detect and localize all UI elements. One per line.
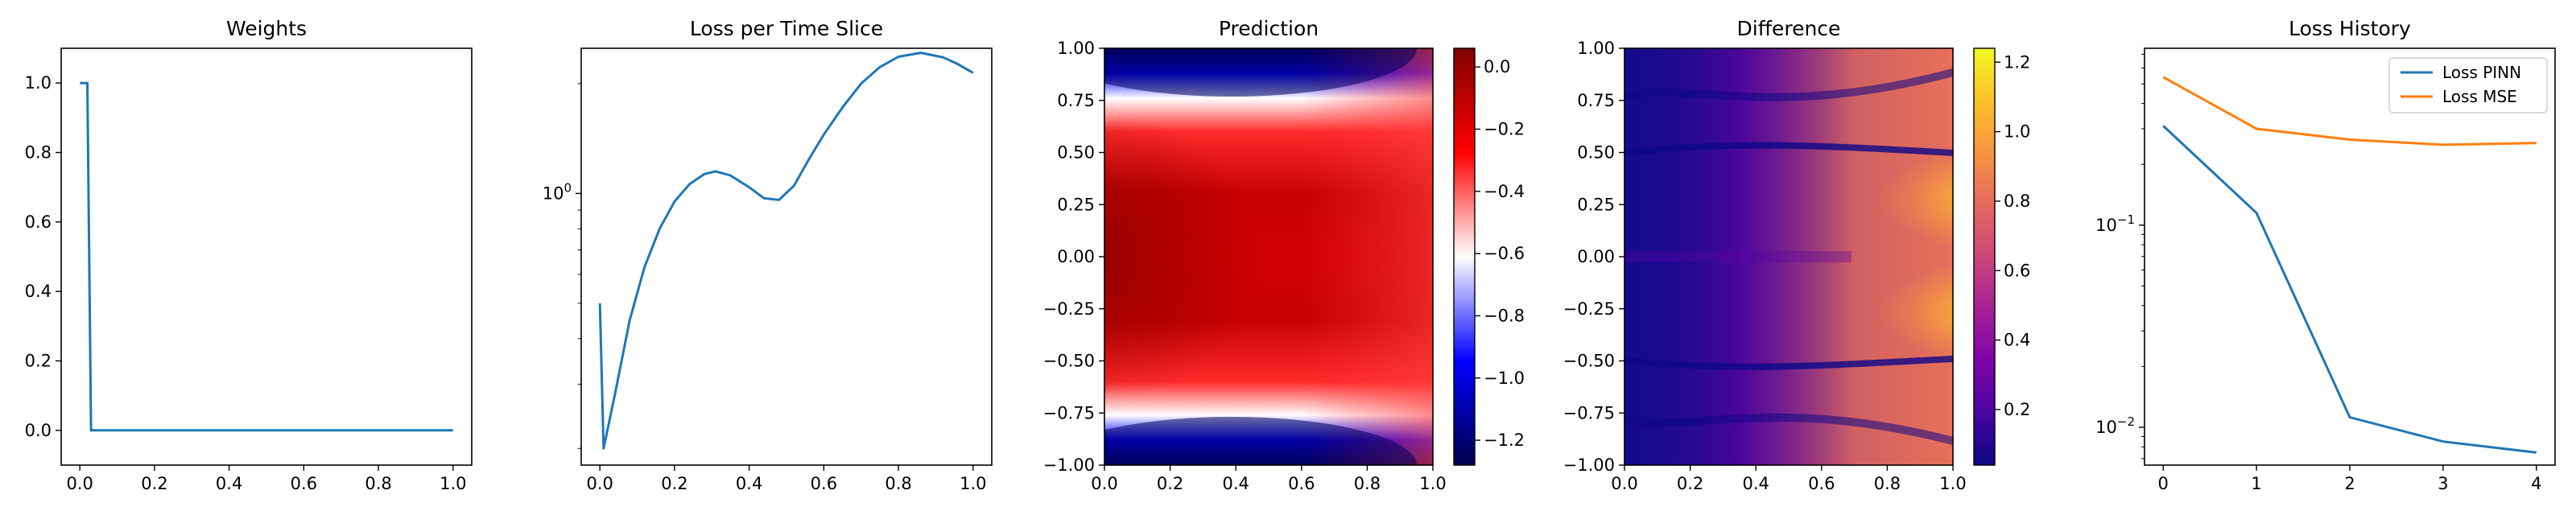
loss-history-title: Loss History [2289, 17, 2411, 40]
panel-weights: Weights 0.0 0.2 0.4 0.6 0.8 1.0 0.0 0.2 0.4 0.6 0… [25, 17, 473, 493]
x-tick-label: 0 [2157, 474, 2168, 493]
weights-line [80, 81, 453, 432]
difference-title: Difference [1737, 17, 1841, 40]
y-tick-label: −0.50 [1043, 352, 1095, 371]
x-tick-label: 1.0 [1419, 474, 1446, 493]
x-tick-label: 0.2 [1157, 474, 1183, 493]
y-tick-label: 10−2 [2095, 414, 2135, 437]
legend-pinn-label: Loss PINN [2442, 63, 2521, 82]
legend-mse-label: Loss MSE [2442, 87, 2517, 106]
x-tick-label: 0.6 [811, 474, 837, 493]
y-tick-label: 0.00 [1057, 247, 1095, 266]
y-tick-label: 0.0 [25, 421, 52, 440]
prediction-title: Prediction [1219, 17, 1319, 40]
colorbar-tick-label: 0.4 [2004, 331, 2030, 350]
x-tick-label: 1.0 [440, 474, 466, 493]
x-tick-label: 0.2 [661, 474, 687, 493]
colorbar-tick-label: 0.8 [2004, 192, 2030, 211]
x-tick-label: 1.0 [1939, 474, 1966, 493]
y-tick-label: −0.25 [1043, 299, 1095, 319]
x-tick-label: 0.6 [291, 474, 317, 493]
y-tick-label: 0.50 [1057, 143, 1095, 163]
y-tick-label: 0.75 [1577, 91, 1615, 110]
y-tick-label: 10−1 [2095, 212, 2135, 235]
x-tick-label: 0.2 [141, 474, 167, 493]
y-tick-label: 1.00 [1057, 39, 1095, 58]
y-tick-label: 0.8 [25, 143, 52, 163]
x-tick-label: 0.0 [586, 474, 613, 493]
weights-title: Weights [226, 17, 307, 40]
difference-colorbar [1973, 47, 1996, 466]
x-tick-label: 1 [2251, 474, 2261, 493]
colorbar-tick-label: −1.0 [1484, 369, 1525, 388]
x-tick-label: 0.6 [1808, 474, 1835, 493]
y-tick-label: 0.00 [1577, 247, 1615, 266]
colorbar-tick-label: −0.2 [1484, 120, 1525, 139]
colorbar-tick-label: −1.2 [1484, 431, 1525, 450]
x-tick-label: 0.8 [365, 474, 391, 493]
loss-slice-title: Loss per Time Slice [690, 17, 883, 40]
x-tick-label: 0.0 [1091, 474, 1117, 493]
panel-loss-history: Loss History 0 1 2 3 4 10−1 10−2 Loss PINN Lo… [2095, 17, 2556, 493]
x-tick-label: 4 [2531, 474, 2541, 493]
y-tick-label: 0.50 [1577, 143, 1615, 163]
colorbar-tick-label: −0.4 [1484, 182, 1525, 201]
y-tick-label: −0.75 [1043, 403, 1095, 422]
x-tick-label: 0.2 [1677, 474, 1703, 493]
loss-slice-axes-frame [580, 47, 993, 466]
weights-axes-frame [60, 47, 473, 466]
y-tick-label: 100 [543, 180, 572, 203]
loss-history-legend: Loss PINN Loss MSE [2388, 57, 2548, 113]
y-tick-label: 0.2 [25, 352, 52, 371]
colorbar-tick-label: −0.8 [1484, 306, 1525, 325]
difference-heatmap [1624, 48, 1953, 465]
loss-pinn-line [2162, 125, 2537, 454]
x-tick-label: 0.0 [1611, 474, 1637, 493]
y-tick-label: 0.6 [25, 212, 52, 232]
y-tick-label: 0.4 [25, 282, 52, 301]
x-tick-label: 0.4 [736, 474, 762, 493]
x-tick-label: 0.4 [1222, 474, 1249, 493]
colorbar-tick-label: 0.2 [2004, 400, 2030, 419]
y-tick-label: −1.00 [1563, 455, 1615, 475]
x-tick-label: 0.4 [1742, 474, 1769, 493]
panel-difference: Difference 0.0 0.2 0.4 0.6 0.8 1.0 1.00 0.75 0.… [1563, 17, 2031, 493]
y-tick-label: −0.50 [1563, 352, 1615, 371]
y-tick-label: 1.0 [25, 73, 52, 93]
x-tick-label: 3 [2438, 474, 2448, 493]
x-tick-label: 2 [2344, 474, 2355, 493]
y-tick-label: 0.75 [1057, 91, 1095, 110]
panel-prediction: Prediction 0.0 0.2 0.4 0.6 0.8 1.0 1.00 0.75 0.… [1043, 17, 1525, 493]
prediction-colorbar [1453, 47, 1476, 466]
colorbar-tick-label: 1.2 [2004, 52, 2030, 72]
colorbar-tick-label: −0.6 [1484, 244, 1525, 263]
x-tick-label: 0.0 [66, 474, 93, 493]
prediction-heatmap [1104, 48, 1433, 465]
x-tick-label: 0.6 [1288, 474, 1315, 493]
x-tick-label: 0.8 [1874, 474, 1901, 493]
colorbar-tick-label: 0.0 [1484, 57, 1510, 76]
panel-loss-per-time-slice: Loss per Time Slice 0.0 0.2 0.4 0.6 0.8 1.0 1… [543, 17, 993, 493]
x-tick-label: 0.8 [885, 474, 911, 493]
y-tick-label: −0.75 [1563, 403, 1615, 422]
y-tick-label: −1.00 [1043, 455, 1095, 475]
y-tick-label: 1.00 [1577, 39, 1615, 58]
loss-mse-line [2162, 76, 2537, 146]
colorbar-tick-label: 0.6 [2004, 261, 2030, 280]
loss-slice-line [598, 52, 974, 450]
x-tick-label: 0.8 [1354, 474, 1381, 493]
x-tick-label: 1.0 [960, 474, 986, 493]
y-tick-label: −0.25 [1563, 299, 1615, 319]
colorbar-tick-label: 1.0 [2004, 122, 2030, 142]
y-tick-label: 0.25 [1577, 195, 1615, 214]
y-tick-label: 0.25 [1057, 195, 1095, 214]
x-tick-label: 0.4 [216, 474, 242, 493]
